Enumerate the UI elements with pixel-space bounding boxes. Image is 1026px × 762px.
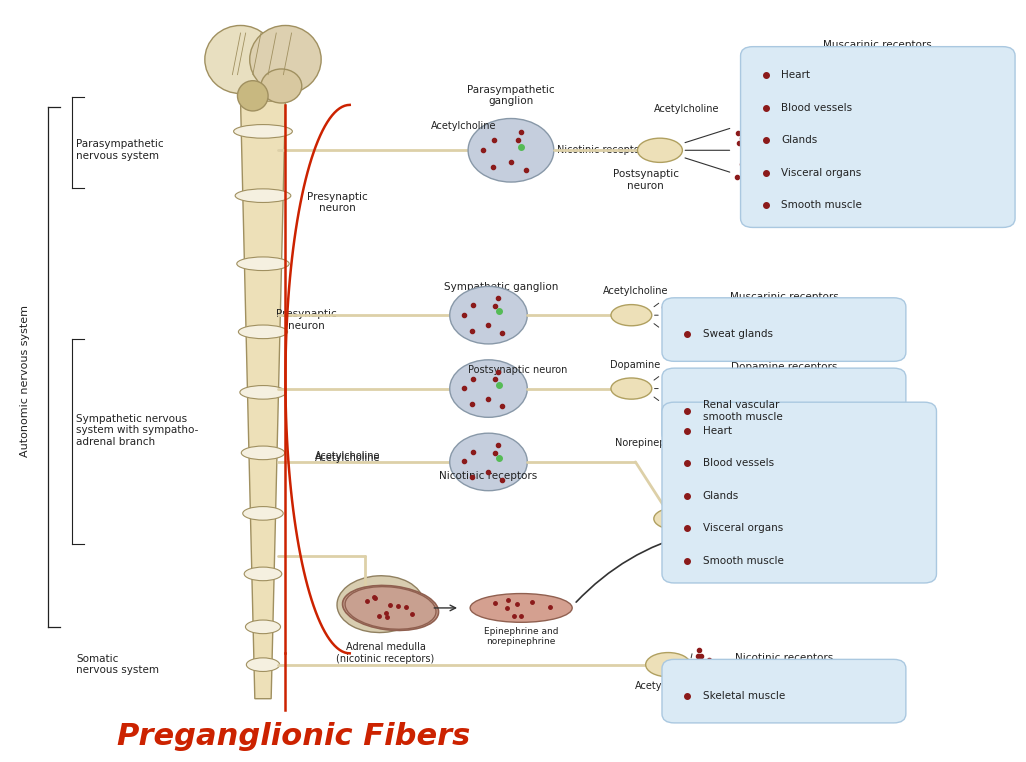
Circle shape xyxy=(468,119,554,182)
Text: Sympathetic ganglion: Sympathetic ganglion xyxy=(443,282,558,292)
Text: Nicotinic receptors: Nicotinic receptors xyxy=(557,146,648,155)
Ellipse shape xyxy=(337,576,424,632)
FancyBboxPatch shape xyxy=(662,402,937,583)
Ellipse shape xyxy=(243,507,283,520)
Ellipse shape xyxy=(470,594,573,623)
Text: Sympathetic nervous
system with sympatho-
adrenal branch: Sympathetic nervous system with sympatho… xyxy=(76,414,199,447)
Text: Postsynaptic neuron: Postsynaptic neuron xyxy=(469,365,567,375)
Ellipse shape xyxy=(245,620,280,634)
Text: Smooth muscle: Smooth muscle xyxy=(703,556,784,566)
Text: Acetylcholine: Acetylcholine xyxy=(635,681,701,691)
FancyBboxPatch shape xyxy=(662,368,906,443)
Ellipse shape xyxy=(645,652,690,677)
Text: Acetylcholine: Acetylcholine xyxy=(602,287,668,296)
Text: Dopamine receptors: Dopamine receptors xyxy=(731,362,837,372)
Ellipse shape xyxy=(241,446,284,459)
Text: Preganglionic Fibers: Preganglionic Fibers xyxy=(117,722,470,751)
Text: Muscarinic receptors: Muscarinic receptors xyxy=(729,292,838,302)
Text: Acetylcholine: Acetylcholine xyxy=(315,453,381,463)
Text: Postsynaptic
neuron: Postsynaptic neuron xyxy=(613,169,678,190)
Ellipse shape xyxy=(610,378,652,399)
Text: Presynaptic
neuron: Presynaptic neuron xyxy=(307,192,368,213)
Ellipse shape xyxy=(246,658,280,671)
Text: Parasympathetic
ganglion: Parasympathetic ganglion xyxy=(467,85,555,107)
Circle shape xyxy=(449,360,527,418)
FancyBboxPatch shape xyxy=(741,46,1015,227)
Ellipse shape xyxy=(244,567,282,581)
Text: Skeletal muscle: Skeletal muscle xyxy=(703,690,785,701)
Text: Autonomic nervous system: Autonomic nervous system xyxy=(21,305,30,457)
Text: Dopamine: Dopamine xyxy=(610,360,661,370)
FancyBboxPatch shape xyxy=(662,659,906,723)
Ellipse shape xyxy=(654,508,695,530)
Text: Muscarinic receptors: Muscarinic receptors xyxy=(824,40,933,50)
Ellipse shape xyxy=(235,189,290,203)
Ellipse shape xyxy=(205,25,276,94)
Ellipse shape xyxy=(234,124,292,138)
Text: Acetylcholine: Acetylcholine xyxy=(654,104,719,114)
Text: Visceral organs: Visceral organs xyxy=(703,523,783,533)
Ellipse shape xyxy=(610,305,652,326)
Ellipse shape xyxy=(249,25,321,94)
Text: Heart: Heart xyxy=(782,70,811,80)
Text: Epinephrine and
norepinephrine: Epinephrine and norepinephrine xyxy=(484,627,558,646)
Circle shape xyxy=(449,433,527,491)
Text: Glands: Glands xyxy=(703,491,739,501)
Text: Heart: Heart xyxy=(703,426,732,436)
Text: Visceral organs: Visceral organs xyxy=(782,168,862,178)
Ellipse shape xyxy=(261,69,302,103)
Text: Alpha, beta receptors: Alpha, beta receptors xyxy=(743,396,856,406)
Text: Acetylcholine: Acetylcholine xyxy=(315,450,381,460)
Circle shape xyxy=(449,287,527,344)
Text: Nicotinic receptors: Nicotinic receptors xyxy=(439,471,538,481)
Text: Presynaptic
neuron: Presynaptic neuron xyxy=(276,309,338,331)
Text: Blood vessels: Blood vessels xyxy=(703,458,774,469)
Text: Sweat glands: Sweat glands xyxy=(703,329,773,339)
FancyBboxPatch shape xyxy=(662,298,906,361)
Ellipse shape xyxy=(343,585,438,630)
Text: Nicotinic receptors: Nicotinic receptors xyxy=(735,653,833,663)
Ellipse shape xyxy=(637,138,682,162)
Text: Smooth muscle: Smooth muscle xyxy=(782,200,862,210)
Text: Norepinephrine: Norepinephrine xyxy=(615,438,690,448)
Text: Somatic
nervous system: Somatic nervous system xyxy=(76,654,159,675)
Text: Acetylcholine: Acetylcholine xyxy=(431,121,497,131)
Text: Renal vascular
smooth muscle: Renal vascular smooth muscle xyxy=(703,401,783,422)
Ellipse shape xyxy=(240,386,286,399)
Text: Blood vessels: Blood vessels xyxy=(782,103,853,113)
Ellipse shape xyxy=(345,587,436,629)
Text: Glands: Glands xyxy=(782,136,818,146)
Polygon shape xyxy=(240,101,285,699)
Ellipse shape xyxy=(237,257,289,271)
Ellipse shape xyxy=(238,325,287,338)
Text: Adrenal medulla
(nicotinic receptors): Adrenal medulla (nicotinic receptors) xyxy=(337,642,435,664)
Ellipse shape xyxy=(237,81,268,111)
Text: Parasympathetic
nervous system: Parasympathetic nervous system xyxy=(76,139,164,161)
